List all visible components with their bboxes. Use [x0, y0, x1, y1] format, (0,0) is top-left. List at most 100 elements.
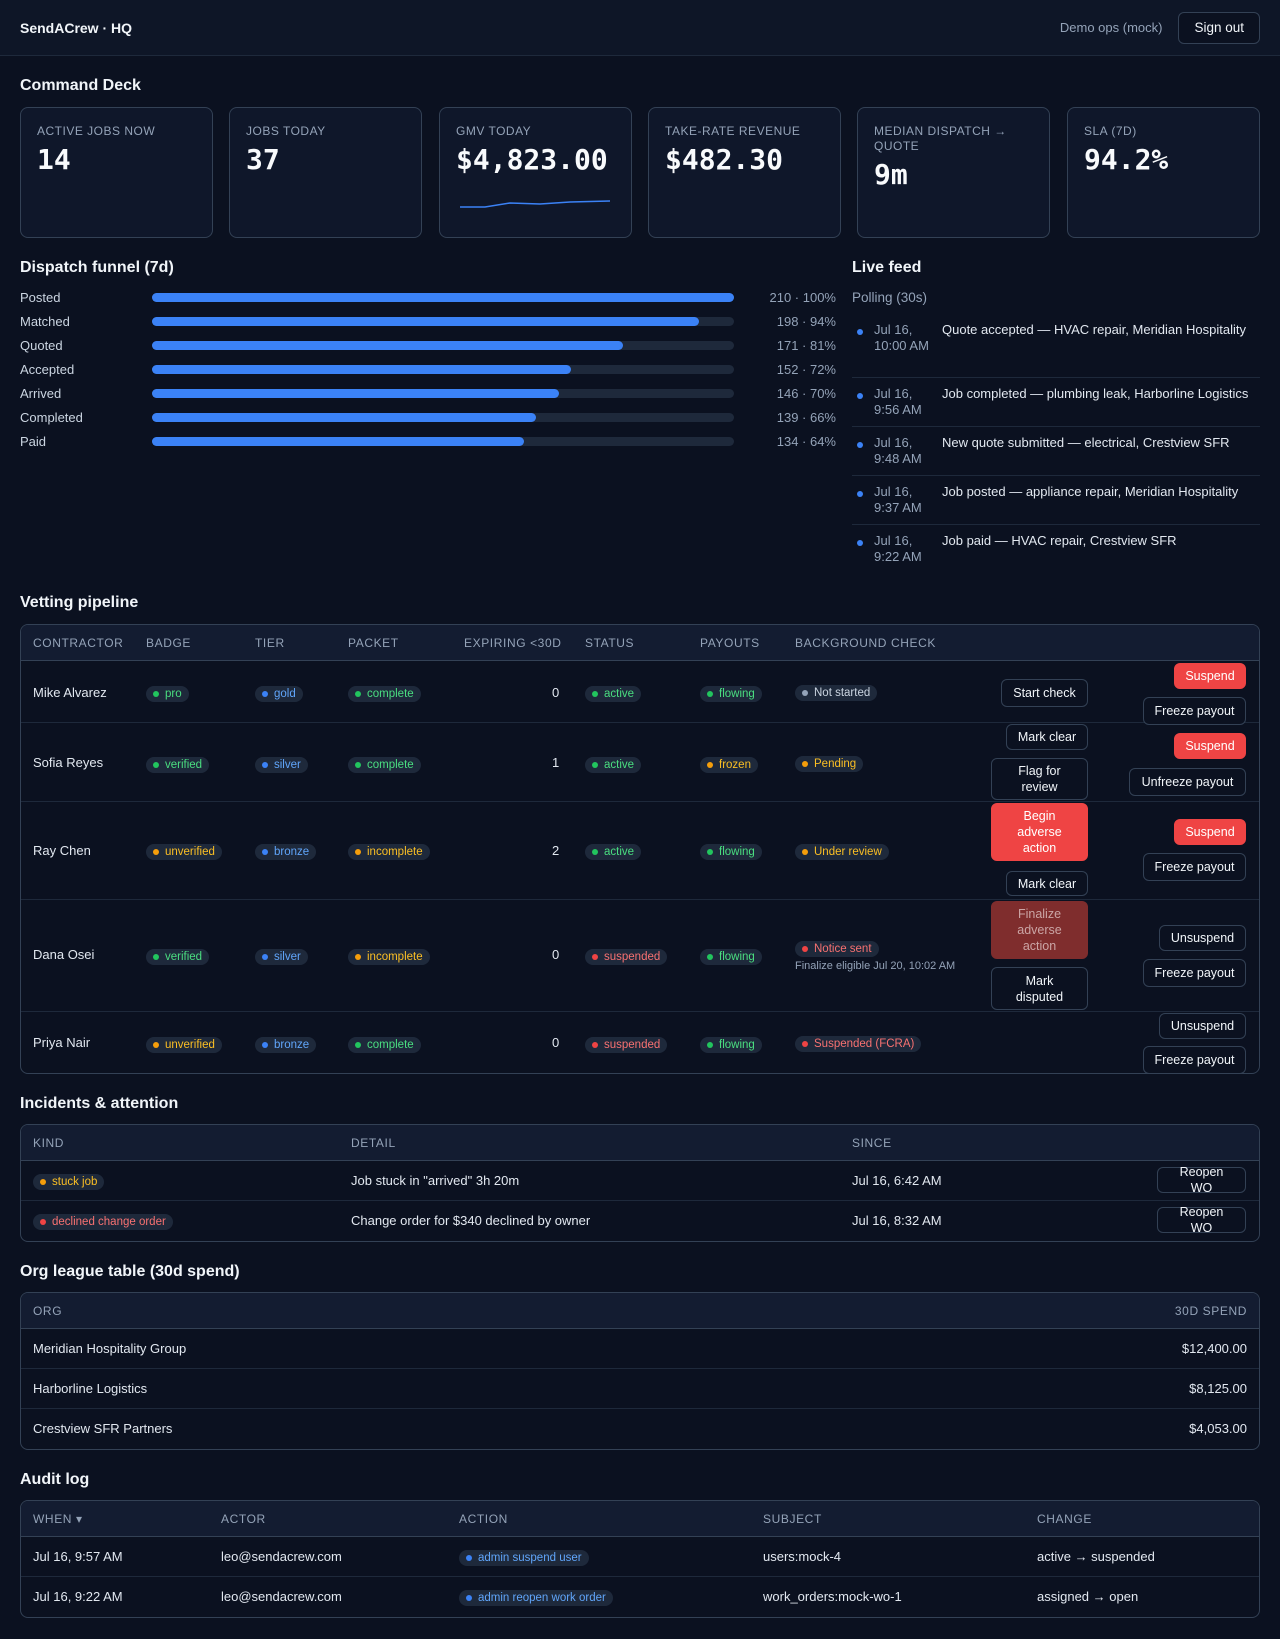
funnel-value: 171 · 81% — [776, 337, 836, 353]
expiring-count: 0 — [552, 685, 560, 700]
table-row: Jul 16, 9:22 AM leo@sendacrew.com admin … — [21, 1577, 1259, 1617]
suspend-button[interactable]: Suspend — [1174, 733, 1246, 759]
kpi-label: Active jobs now — [37, 124, 156, 138]
table-row: Harborline Logistics $8,125.00 — [21, 1369, 1259, 1409]
unsuspend-button[interactable]: Unsuspend — [1159, 1013, 1246, 1039]
funnel-track — [152, 388, 734, 398]
league-table: Org 30d spend Meridian Hospitality Group… — [20, 1292, 1260, 1450]
suspend-button[interactable]: Suspend — [1174, 663, 1246, 689]
badge-pill: pro — [146, 686, 189, 702]
org-spend: $4,053.00 — [1189, 1421, 1247, 1436]
funnel-value: 134 · 64% — [776, 433, 836, 449]
funnel-bar — [152, 316, 700, 326]
column-header: Badge — [146, 636, 192, 650]
funnel-label: Matched — [20, 313, 70, 329]
funnel-value: 146 · 70% — [776, 385, 836, 401]
incident-detail: Change order for $340 declined by owner — [351, 1213, 591, 1228]
reopen-wo-button[interactable]: Reopen WO — [1157, 1165, 1246, 1195]
column-header: Background check — [795, 636, 936, 650]
background-check-pill: Not started — [795, 685, 878, 701]
table-header: Kind Detail Since — [21, 1125, 1259, 1161]
kpi-label: Take-rate revenue — [665, 124, 801, 138]
background-check-pill: Suspended (FCRA) — [795, 1036, 922, 1052]
freeze-payout-button[interactable]: Freeze payout — [1143, 853, 1246, 881]
unfreeze-payout-button[interactable]: Unfreeze payout — [1129, 768, 1246, 796]
feed-dot-icon — [857, 540, 863, 546]
feed-text: Job completed — plumbing leak, Harborlin… — [942, 386, 1249, 401]
funnel-label: Accepted — [20, 361, 75, 377]
reopen-wo-button[interactable]: Reopen WO — [1157, 1205, 1246, 1235]
background-check-pill: Pending — [795, 756, 864, 772]
funnel-label: Paid — [20, 433, 47, 449]
column-header-when-sort[interactable]: When ▾ — [33, 1512, 83, 1526]
column-header: Action — [459, 1512, 508, 1526]
packet-pill: incomplete — [348, 844, 430, 860]
brand-title: SendACrew · HQ — [20, 19, 133, 36]
column-header: Subject — [763, 1512, 822, 1526]
funnel-bar — [152, 412, 537, 422]
column-header: Org — [33, 1304, 63, 1318]
flag-for-review-button[interactable]: Flag for review — [991, 758, 1088, 800]
badge-pill: unverified — [146, 1037, 222, 1053]
background-check-pill: Notice sent — [795, 941, 879, 957]
column-header: Status — [585, 636, 635, 650]
audit-subject: work_orders:mock-wo-1 — [763, 1589, 902, 1604]
unsuspend-button[interactable]: Unsuspend — [1159, 925, 1246, 951]
kpi-gmv-today: GMV today $4,823.00 — [439, 107, 632, 238]
funnel-bar — [152, 364, 572, 374]
funnel-label: Completed — [20, 409, 83, 425]
feed-time: Jul 16, 9:48 AM — [874, 435, 922, 466]
table-row: Jul 16, 9:57 AM leo@sendacrew.com admin … — [21, 1537, 1259, 1577]
column-header: Payouts — [700, 636, 760, 650]
packet-pill: complete — [348, 686, 421, 702]
user-label: Demo ops (mock) — [1059, 20, 1163, 35]
mark-clear-button[interactable]: Mark clear — [1006, 871, 1088, 896]
incidents-table: Kind Detail Since stuck job Job stuck in… — [20, 1124, 1260, 1242]
audit-change: assigned → open — [1037, 1589, 1139, 1604]
table-header: When ▾ Actor Action Subject Change — [21, 1501, 1259, 1537]
kpi-sla: SLA (7d) 94.2% — [1067, 107, 1260, 238]
polling-status: Polling (30s) — [852, 290, 928, 305]
column-header: Tier — [255, 636, 285, 650]
kpi-label: Median dispatch → quote — [874, 124, 1007, 153]
table-row: Dana Osei verified silver incomplete 0 s… — [21, 900, 1259, 1012]
funnel-row-paid: Paid 134 · 64% — [20, 432, 836, 450]
command-deck-title: Command Deck — [20, 77, 141, 94]
tier-pill: bronze — [255, 1037, 317, 1053]
org-name: Harborline Logistics — [33, 1381, 148, 1396]
mark-clear-button[interactable]: Mark clear — [1006, 724, 1088, 750]
table-header: Contractor Badge Tier Packet Expiring <3… — [21, 625, 1259, 661]
begin-adverse-action-button[interactable]: Begin adverse action — [991, 803, 1088, 861]
payouts-pill: flowing — [700, 686, 762, 702]
kpi-active-jobs: Active jobs now 14 — [20, 107, 213, 238]
kpi-value: $4,823.00 — [456, 143, 608, 176]
feed-text: New quote submitted — electrical, Crestv… — [942, 435, 1230, 450]
column-header: Kind — [33, 1136, 65, 1150]
freeze-payout-button[interactable]: Freeze payout — [1143, 697, 1246, 725]
mark-disputed-button[interactable]: Mark disputed — [991, 967, 1088, 1010]
badge-pill: unverified — [146, 844, 222, 860]
feed-dot-icon — [857, 393, 863, 399]
status-pill: active — [585, 686, 642, 702]
status-pill: suspended — [585, 949, 668, 965]
funnel-row-arrived: Arrived 146 · 70% — [20, 384, 836, 402]
freeze-payout-button[interactable]: Freeze payout — [1143, 959, 1246, 987]
kpi-take-rate: Take-rate revenue $482.30 — [648, 107, 841, 238]
sign-out-button[interactable]: Sign out — [1178, 11, 1260, 44]
contractor-name: Mike Alvarez — [33, 685, 107, 700]
tier-pill: bronze — [255, 844, 317, 860]
feed-dot-icon — [857, 329, 863, 335]
incident-kind-pill: stuck job — [33, 1174, 105, 1190]
org-name: Meridian Hospitality Group — [33, 1341, 187, 1356]
funnel-track — [152, 316, 734, 326]
feed-item: Jul 16, 9:22 AM Job paid — HVAC repair, … — [852, 533, 1260, 569]
incident-detail: Job stuck in "arrived" 3h 20m — [351, 1173, 520, 1188]
funnel-track — [152, 436, 734, 446]
finalize-adverse-action-button[interactable]: Finalize adverse action — [991, 901, 1088, 959]
packet-pill: complete — [348, 1037, 421, 1053]
start-check-button[interactable]: Start check — [1001, 679, 1088, 707]
freeze-payout-button[interactable]: Freeze payout — [1143, 1046, 1246, 1073]
status-pill: suspended — [585, 1037, 668, 1053]
suspend-button[interactable]: Suspend — [1174, 819, 1246, 845]
